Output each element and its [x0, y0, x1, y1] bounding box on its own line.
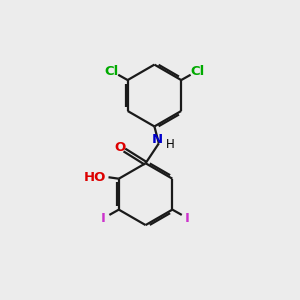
- Text: I: I: [101, 212, 106, 225]
- Text: HO: HO: [84, 171, 106, 184]
- Text: I: I: [185, 212, 190, 225]
- Text: O: O: [114, 141, 125, 154]
- Text: Cl: Cl: [190, 65, 205, 78]
- Text: N: N: [152, 133, 163, 146]
- Text: H: H: [166, 138, 174, 151]
- Text: Cl: Cl: [104, 65, 118, 78]
